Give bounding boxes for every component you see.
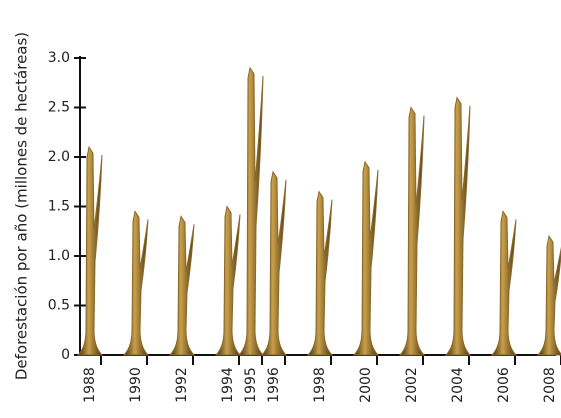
tree-bar <box>260 170 288 356</box>
tree-bar <box>352 160 380 356</box>
x-tick-label: 1988 <box>82 367 98 403</box>
tree-bar <box>214 205 242 356</box>
y-tick-label: 0 <box>61 347 70 363</box>
tree-bar <box>237 66 265 356</box>
x-tick-label: 2004 <box>450 367 466 403</box>
x-tick-label: 2006 <box>496 367 512 403</box>
y-tick-label: 0.5 <box>48 298 70 314</box>
x-tick-label: 1990 <box>128 367 144 403</box>
x-tick-label: 1995 <box>243 367 259 403</box>
tree-bar <box>306 190 334 356</box>
tree-bar <box>536 234 561 356</box>
y-tick-label: 2.5 <box>48 100 70 116</box>
x-tick-label: 1996 <box>266 367 282 403</box>
y-tick-label: 3.0 <box>48 50 70 66</box>
x-tick-label: 2008 <box>542 367 558 403</box>
tree-bar <box>168 215 196 356</box>
y-tick-label: 1.5 <box>48 199 70 215</box>
y-tick-label: 2.0 <box>48 149 70 165</box>
tree-bar <box>398 106 426 356</box>
x-tick-label: 2002 <box>404 367 420 403</box>
y-axis-title: Deforestación por año (millones de hectá… <box>13 32 31 380</box>
x-tick-label: 1994 <box>220 367 236 403</box>
tree-bar <box>490 210 518 356</box>
y-tick-label: 1.0 <box>48 248 70 264</box>
x-tick-label: 1998 <box>312 367 328 403</box>
tree-bar <box>122 210 150 356</box>
tree-bar <box>76 145 104 356</box>
x-tick-label: 2000 <box>358 367 374 403</box>
x-tick-label: 1992 <box>174 367 190 403</box>
tree-bar <box>444 96 472 356</box>
